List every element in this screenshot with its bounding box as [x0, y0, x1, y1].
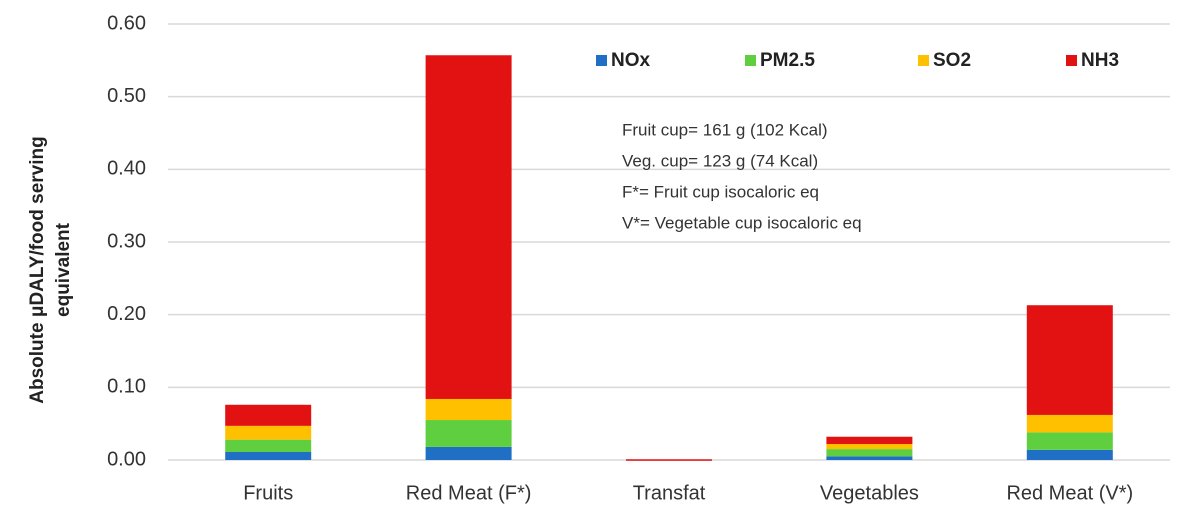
x-tick-label: Fruits — [243, 482, 293, 504]
y-axis-title: equivalent — [53, 222, 74, 317]
annotation: Fruit cup= 161 g (102 Kcal) — [622, 120, 828, 139]
y-tick-label: 0.50 — [107, 85, 146, 107]
legend-swatch — [745, 55, 756, 66]
bar-segment — [826, 449, 913, 457]
bar-segment — [225, 452, 312, 460]
y-tick-label: 0.10 — [107, 376, 146, 398]
bar-segment — [425, 446, 512, 460]
annotation: Veg. cup= 123 g (74 Kcal) — [622, 151, 818, 170]
y-tick-label: 0.00 — [107, 448, 146, 470]
annotation: F*= Fruit cup isocaloric eq — [622, 182, 819, 201]
legend-swatch — [596, 55, 607, 66]
y-axis-title: Absolute μDALY/food serving — [27, 136, 48, 403]
bar-segment — [225, 439, 312, 453]
bar-segment — [1026, 449, 1113, 460]
bar-segment — [425, 55, 512, 399]
annotation: V*= Vegetable cup isocaloric eq — [622, 213, 862, 232]
legend-swatch — [918, 55, 929, 66]
legend-swatch — [1066, 55, 1077, 66]
bar-segment — [1026, 414, 1113, 433]
x-tick-label: Red Meat (V*) — [1006, 482, 1133, 504]
bar-segment — [425, 398, 512, 421]
legend-label: PM2.5 — [760, 50, 815, 71]
bar-segment — [626, 459, 712, 461]
bar-segment — [1026, 305, 1113, 415]
x-tick-label: Transfat — [633, 482, 706, 504]
x-tick-label: Vegetables — [820, 482, 919, 504]
y-tick-label: 0.40 — [107, 158, 146, 180]
bar-segment — [826, 456, 913, 460]
x-tick-label: Red Meat (F*) — [406, 482, 532, 504]
legend-label: NH3 — [1081, 50, 1119, 71]
bar-segment — [425, 420, 512, 447]
y-tick-label: 0.60 — [107, 12, 146, 34]
bar-segment — [1026, 432, 1113, 450]
bar-segment — [225, 425, 312, 440]
y-tick-label: 0.30 — [107, 230, 146, 252]
bar-segment — [826, 444, 913, 450]
bar-segment — [826, 436, 913, 445]
legend-label: SO2 — [933, 50, 971, 71]
bar-segment — [225, 404, 312, 426]
y-tick-label: 0.20 — [107, 303, 146, 325]
legend-label: NOx — [611, 50, 651, 71]
